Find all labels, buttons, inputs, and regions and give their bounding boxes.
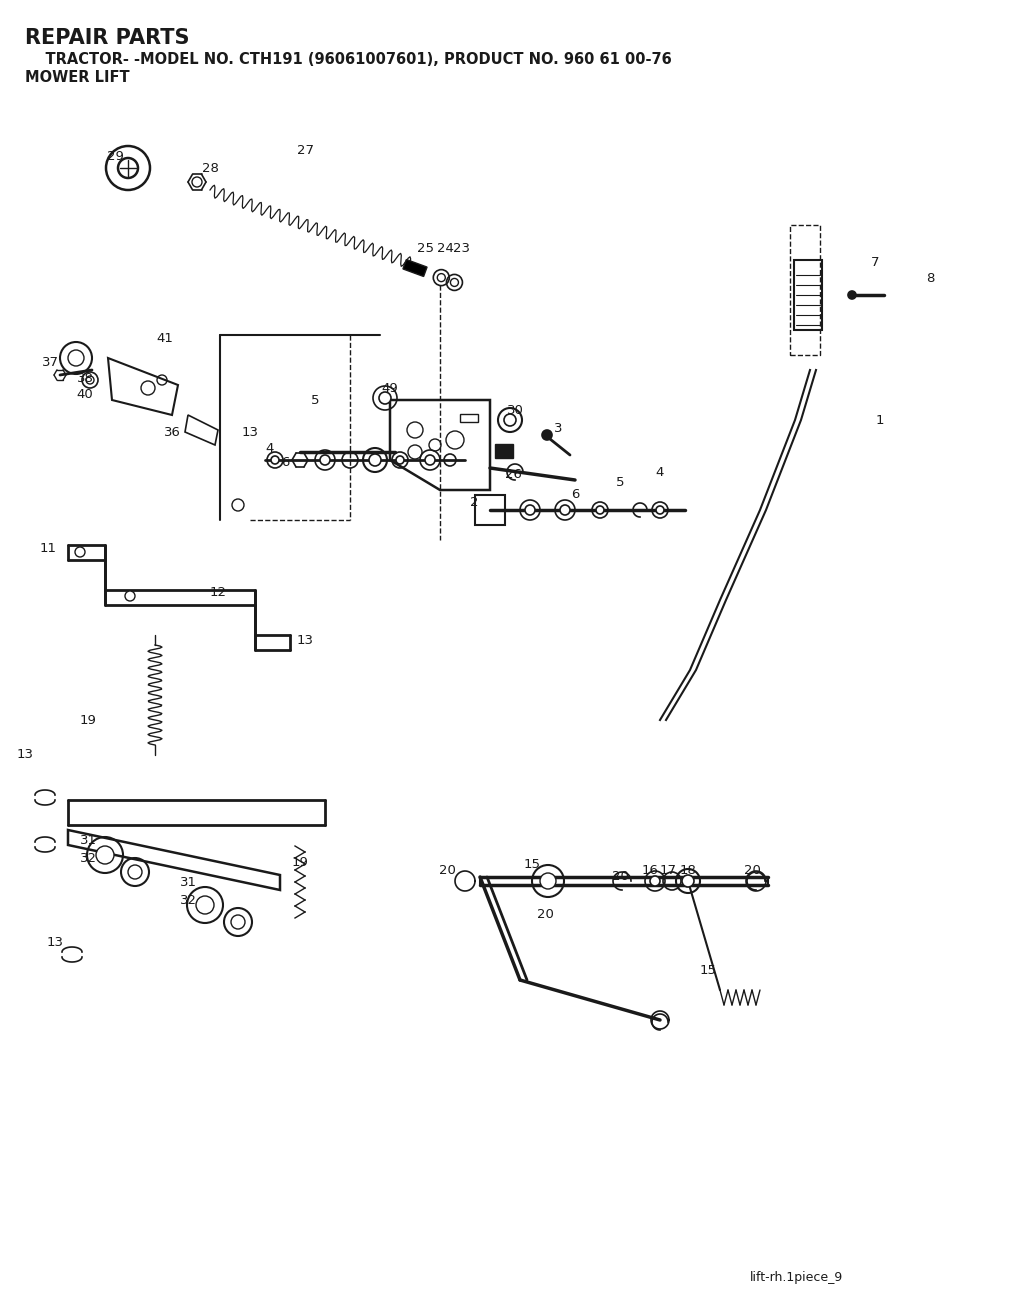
Text: 37: 37 bbox=[42, 355, 58, 368]
Text: 19: 19 bbox=[80, 713, 96, 726]
Text: 20: 20 bbox=[611, 871, 629, 883]
Circle shape bbox=[96, 846, 114, 865]
Text: 50: 50 bbox=[495, 444, 511, 457]
Text: 18: 18 bbox=[680, 863, 696, 876]
Circle shape bbox=[848, 291, 856, 299]
Text: TRACTOR- -MODEL NO. CTH191 (96061007601), PRODUCT NO. 960 61 00-76: TRACTOR- -MODEL NO. CTH191 (96061007601)… bbox=[25, 52, 672, 67]
Text: 17: 17 bbox=[659, 863, 677, 876]
Text: 3: 3 bbox=[554, 422, 562, 435]
Circle shape bbox=[75, 547, 85, 556]
Circle shape bbox=[68, 350, 84, 366]
Text: 36: 36 bbox=[164, 426, 180, 439]
Text: 38: 38 bbox=[77, 371, 93, 384]
Circle shape bbox=[196, 896, 214, 914]
Text: 13: 13 bbox=[46, 935, 63, 948]
Text: 6: 6 bbox=[281, 456, 289, 469]
Text: 28: 28 bbox=[202, 162, 218, 175]
Text: 20: 20 bbox=[438, 863, 456, 876]
Text: 26: 26 bbox=[505, 469, 521, 482]
Circle shape bbox=[596, 505, 604, 515]
Text: 12: 12 bbox=[210, 585, 226, 598]
Text: 20: 20 bbox=[743, 863, 761, 876]
Circle shape bbox=[319, 454, 330, 465]
Bar bbox=[495, 444, 513, 458]
Text: 1: 1 bbox=[876, 414, 885, 427]
Circle shape bbox=[525, 505, 535, 515]
Text: MOWER LIFT: MOWER LIFT bbox=[25, 71, 130, 85]
Text: 11: 11 bbox=[40, 542, 56, 555]
Circle shape bbox=[504, 414, 516, 426]
Circle shape bbox=[369, 454, 381, 466]
Circle shape bbox=[540, 872, 556, 889]
Bar bbox=[460, 414, 478, 422]
Bar bbox=[794, 260, 822, 330]
Text: 4: 4 bbox=[655, 465, 665, 478]
Circle shape bbox=[542, 430, 552, 440]
Circle shape bbox=[656, 505, 664, 515]
Text: 41: 41 bbox=[157, 332, 173, 345]
Text: 32: 32 bbox=[80, 852, 96, 865]
Circle shape bbox=[437, 274, 445, 282]
Circle shape bbox=[396, 456, 404, 464]
Text: 2: 2 bbox=[470, 495, 478, 508]
Circle shape bbox=[118, 158, 138, 178]
Circle shape bbox=[125, 592, 135, 601]
Circle shape bbox=[193, 178, 202, 187]
Text: 6: 6 bbox=[570, 488, 580, 502]
Text: 31: 31 bbox=[179, 875, 197, 888]
Text: 7: 7 bbox=[870, 256, 880, 269]
Text: 13: 13 bbox=[297, 633, 313, 646]
Text: 15: 15 bbox=[699, 964, 717, 977]
Text: 4: 4 bbox=[266, 441, 274, 454]
Bar bbox=[790, 225, 820, 355]
Text: 19: 19 bbox=[292, 855, 308, 868]
Circle shape bbox=[425, 454, 435, 465]
Text: 29: 29 bbox=[106, 150, 124, 163]
Text: 27: 27 bbox=[297, 144, 313, 157]
Text: 8: 8 bbox=[926, 272, 934, 285]
Text: 16: 16 bbox=[642, 863, 658, 876]
Circle shape bbox=[128, 865, 142, 879]
Text: 49: 49 bbox=[382, 381, 398, 394]
Text: 5: 5 bbox=[615, 477, 625, 490]
Text: 30: 30 bbox=[507, 404, 523, 417]
Text: 15: 15 bbox=[523, 858, 541, 871]
Text: lift-rh.1piece_9: lift-rh.1piece_9 bbox=[750, 1272, 843, 1285]
Text: 13: 13 bbox=[16, 748, 34, 761]
Text: 13: 13 bbox=[242, 426, 258, 439]
Circle shape bbox=[379, 392, 391, 404]
Polygon shape bbox=[403, 260, 427, 277]
Circle shape bbox=[650, 876, 660, 885]
Text: 25: 25 bbox=[417, 242, 433, 255]
Text: 31: 31 bbox=[80, 833, 96, 846]
Text: 40: 40 bbox=[77, 388, 93, 401]
Text: 23: 23 bbox=[454, 242, 470, 255]
Circle shape bbox=[231, 916, 245, 929]
Circle shape bbox=[682, 875, 694, 887]
Text: 5: 5 bbox=[310, 393, 319, 406]
Circle shape bbox=[271, 456, 279, 464]
Text: REPAIR PARTS: REPAIR PARTS bbox=[25, 27, 189, 48]
Circle shape bbox=[86, 376, 94, 384]
Text: 32: 32 bbox=[179, 893, 197, 906]
Circle shape bbox=[560, 505, 570, 515]
Circle shape bbox=[451, 278, 459, 286]
Text: 20: 20 bbox=[537, 909, 553, 922]
Text: 24: 24 bbox=[436, 242, 454, 255]
